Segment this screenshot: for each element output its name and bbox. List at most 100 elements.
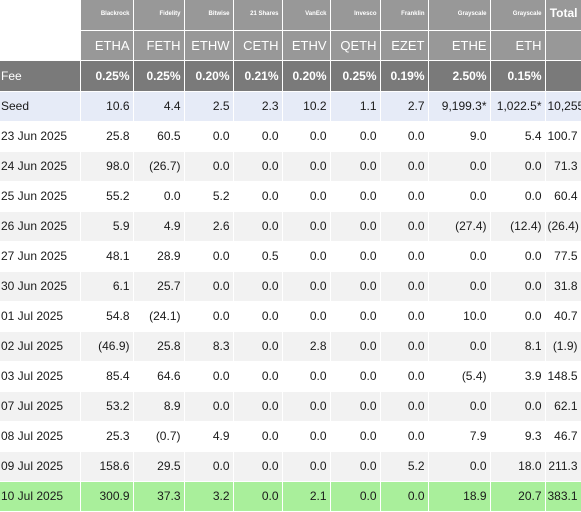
flow-cell: 0.0 <box>330 271 381 302</box>
ticker-header: CETH <box>233 30 283 61</box>
flow-cell: 4.9 <box>133 211 185 242</box>
ticker-header: EZET <box>380 30 429 61</box>
flow-cell: 25.8 <box>80 121 134 152</box>
flow-cell: 3.2 <box>184 481 234 512</box>
flow-cell: 0.0 <box>380 241 429 272</box>
issuer-header: Grayscale <box>490 0 546 31</box>
table-body: Fee 0.25% 0.25% 0.20% 0.21% 0.20% 0.25% … <box>0 60 581 512</box>
fee-cell: 0.15% <box>490 60 546 92</box>
flow-cell: 5.4 <box>490 121 546 152</box>
flow-cell: 0.0 <box>282 391 331 422</box>
total-cell: 148.5 <box>545 361 581 392</box>
flow-cell: 0.0 <box>330 331 381 362</box>
row-date: 10 Jul 2025 <box>0 481 81 512</box>
row-date: 23 Jun 2025 <box>0 121 81 152</box>
flow-cell: 2.1 <box>282 481 331 512</box>
flow-cell: 18.9 <box>428 481 491 512</box>
flow-cell: 20.7 <box>490 481 546 512</box>
flow-cell: 28.9 <box>133 241 185 272</box>
flow-cell: (24.1) <box>133 301 185 332</box>
flow-cell: 0.0 <box>330 241 381 272</box>
flow-cell: 4.9 <box>184 421 234 452</box>
corner-blank <box>0 0 81 31</box>
flow-cell: 300.9 <box>80 481 134 512</box>
flow-cell: (27.4) <box>428 211 491 242</box>
issuer-header: 21 Shares <box>233 0 283 31</box>
total-cell: 77.5 <box>545 241 581 272</box>
flow-cell: 0.0 <box>428 241 491 272</box>
flow-cell: 0.0 <box>428 271 491 302</box>
flow-cell: 0.0 <box>490 151 546 182</box>
flow-cell: 2.5 <box>184 91 234 122</box>
flow-cell: 0.0 <box>233 331 283 362</box>
flow-cell: 0.0 <box>330 121 381 152</box>
flow-cell: 0.0 <box>233 151 283 182</box>
table-row: 24 Jun 2025 98.0 (26.7) 0.0 0.0 0.0 0.0 0.0 0.0 0… <box>0 151 581 182</box>
issuer-header: Bitwise <box>184 0 234 31</box>
table-row: 26 Jun 2025 5.9 4.9 2.6 0.0 0.0 0.0 0.0 (27.4) (1… <box>0 211 581 242</box>
flow-cell: 0.0 <box>282 421 331 452</box>
flow-cell: 5.2 <box>380 451 429 482</box>
flow-cell: 0.0 <box>282 451 331 482</box>
flow-cell: 0.0 <box>233 181 283 212</box>
flow-cell: (0.7) <box>133 421 185 452</box>
flow-cell: 0.0 <box>380 361 429 392</box>
flow-cell: 48.1 <box>80 241 134 272</box>
flow-cell: 0.0 <box>282 301 331 332</box>
flow-cell: 0.0 <box>184 301 234 332</box>
total-cell: 60.4 <box>545 181 581 212</box>
issuer-header: Grayscale <box>428 0 491 31</box>
flow-cell: 0.0 <box>233 391 283 422</box>
flow-cell: 9.3 <box>490 421 546 452</box>
flow-cell: 0.0 <box>233 361 283 392</box>
flow-cell: 0.0 <box>330 451 381 482</box>
flow-cell: 0.0 <box>184 241 234 272</box>
flow-cell: 0.0 <box>428 451 491 482</box>
flow-cell: 54.8 <box>80 301 134 332</box>
flow-cell: (26.7) <box>133 151 185 182</box>
flow-cell: 2.7 <box>380 91 429 122</box>
row-date: 09 Jul 2025 <box>0 451 81 482</box>
flow-cell: 0.0 <box>490 301 546 332</box>
flow-cell: 10.2 <box>282 91 331 122</box>
row-date: 02 Jul 2025 <box>0 331 81 362</box>
flow-cell: 1,022.5* <box>490 91 546 122</box>
flow-cell: 0.0 <box>428 331 491 362</box>
total-header: Total <box>545 0 581 31</box>
flow-cell: 0.0 <box>428 151 491 182</box>
fee-label: Fee <box>0 60 81 92</box>
ticker-header: QETH <box>330 30 381 61</box>
flow-cell: 0.0 <box>330 151 381 182</box>
flow-cell: 0.0 <box>330 481 381 512</box>
flow-cell: 0.0 <box>380 181 429 212</box>
ticker-header: ETH <box>490 30 546 61</box>
flow-cell: 0.0 <box>490 391 546 422</box>
issuer-header-row: Blackrock Fidelity Bitwise 21 Shares Van… <box>0 0 581 31</box>
total-cell: 62.1 <box>545 391 581 422</box>
flow-cell: 0.0 <box>380 301 429 332</box>
flow-cell: 0.0 <box>233 121 283 152</box>
flow-cell: 9.0 <box>428 121 491 152</box>
ticker-header: ETHE <box>428 30 491 61</box>
row-date: 07 Jul 2025 <box>0 391 81 422</box>
row-date: Seed <box>0 91 81 122</box>
table-row: 03 Jul 2025 85.4 64.6 0.0 0.0 0.0 0.0 0.0 (5.4) 3… <box>0 361 581 392</box>
flow-cell: 0.0 <box>380 421 429 452</box>
total-cell: 71.3 <box>545 151 581 182</box>
total-cell: 31.8 <box>545 271 581 302</box>
flow-cell: 0.0 <box>380 121 429 152</box>
issuer-header: Fidelity <box>133 0 185 31</box>
fee-cell: 0.25% <box>133 60 185 92</box>
fee-cell-blank <box>545 60 581 92</box>
flow-cell: 8.1 <box>490 331 546 362</box>
total-cell: 383.1 <box>545 481 581 512</box>
flow-cell: 0.0 <box>184 271 234 302</box>
flow-cell: 18.0 <box>490 451 546 482</box>
flow-cell: 55.2 <box>80 181 134 212</box>
flow-cell: 0.0 <box>184 451 234 482</box>
ticker-header: ETHW <box>184 30 234 61</box>
flow-cell: 7.9 <box>428 421 491 452</box>
row-date: 30 Jun 2025 <box>0 271 81 302</box>
row-date: 24 Jun 2025 <box>0 151 81 182</box>
